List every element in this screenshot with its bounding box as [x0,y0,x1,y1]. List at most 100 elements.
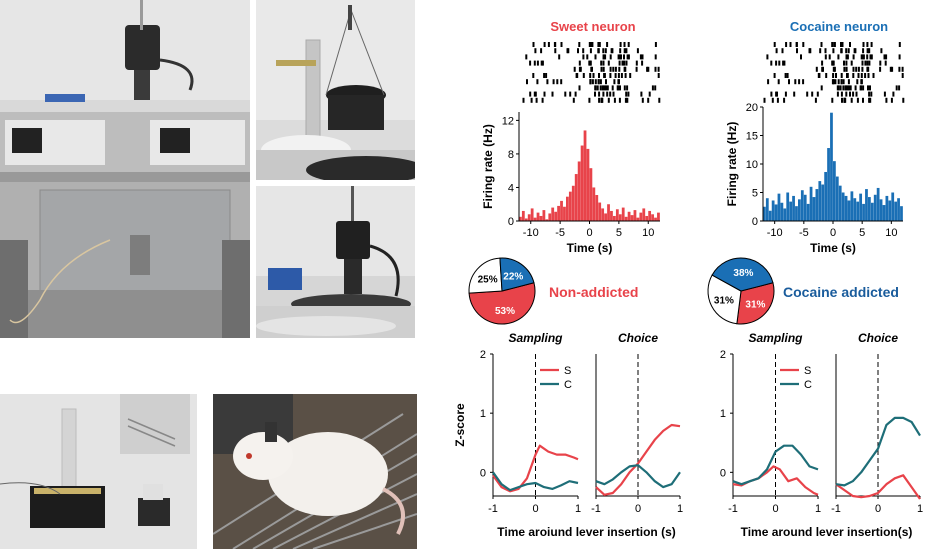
raster-tick [819,48,822,54]
raster-tick [654,54,657,60]
psth-x-tick-label: 0 [830,227,836,239]
zscore-x-tick-label: 1 [677,503,683,515]
raster-tick [855,91,858,97]
psth-bar [771,200,775,221]
raster-tick [814,97,817,103]
raster-tick [788,79,790,85]
raster-tick [641,60,644,66]
raster-tick [852,66,855,72]
raster-tick [870,91,873,97]
raster-tick [612,66,615,72]
psth-y-label: Firing rate (Hz) [725,122,739,207]
psth-bar [610,210,613,221]
raster-tick [840,73,843,78]
psth-bar [789,201,793,221]
psth-bar [630,215,634,221]
raster-tick [845,60,848,66]
raster-tick [654,42,657,47]
raster-tick [824,48,827,54]
raster-tick [657,66,660,72]
raster-tick [603,73,606,78]
psth-bar [521,210,525,221]
raster-tick [546,79,549,85]
raster-tick [861,66,864,72]
raster-tick [536,60,539,66]
raster-tick [890,97,893,103]
psth-bar [812,197,816,221]
raster-tick [879,66,882,72]
raster-tick [589,73,592,78]
psth-bar [818,181,822,221]
psth-bar [824,171,828,221]
raster-tick [606,91,609,97]
raster-tick [860,73,863,78]
raster-tick [850,97,853,103]
raster-tick [828,54,831,60]
zscore-x-tick-label: -1 [831,503,841,515]
psth-bar [627,211,631,221]
raster-tick [566,48,569,54]
psth-bar [821,184,825,221]
raster-tick [529,91,532,97]
raster-tick [596,85,599,91]
psth-bar [536,212,540,221]
raster-tick [837,54,840,60]
psth-bar [879,199,883,221]
raster-tick [614,73,617,78]
raster-tick [605,79,607,85]
sweet-raster [522,42,661,103]
raster-tick [820,42,823,47]
psth-bar [589,168,593,221]
raster-tick [600,60,603,66]
raster-tick [543,73,546,78]
raster-tick [578,85,581,91]
raster-tick [578,42,581,47]
raster-tick [602,48,605,54]
raster-tick [572,97,575,103]
raster-tick [540,60,543,66]
psth-y-tick-label: 10 [746,159,758,171]
raster-tick [627,91,630,97]
raster-tick [842,79,845,85]
raster-tick [784,73,787,78]
raster-tick [866,60,869,66]
psth-bar [657,212,660,221]
raster-tick [526,79,528,85]
zscore-x-tick-label: 1 [575,503,581,515]
psth-bar [636,217,640,221]
raster-tick [625,60,628,66]
psth-bar [580,145,584,221]
zscore-x-tick-label: 0 [875,503,881,515]
psth-bar [548,213,552,221]
raster-tick [808,48,811,54]
raster-tick [591,79,594,85]
psth-x-tick-label: 10 [885,227,897,239]
raster-tick [613,97,616,103]
raster-tick [866,54,869,60]
raster-tick [867,73,870,78]
raster-tick [840,91,843,97]
raster-tick [836,91,839,97]
raster-tick [864,60,867,66]
raster-tick [885,54,888,60]
raster-tick [849,91,851,97]
psth-bar [859,193,863,221]
psth-y-tick-label: 5 [752,188,758,200]
rig-top-photo [0,0,250,338]
raster-tick [783,60,786,66]
psth-bar [551,207,555,221]
psth-x-tick-label: 0 [586,227,592,239]
cocaine-addicted-zscore: Sampling -1 0 1 0 1 2 Choice -1 0 1 SC Time around l… [720,331,923,539]
psth-bar [809,186,813,221]
raster-tick [794,79,797,85]
raster-tick [776,91,778,97]
psth-bar [554,211,558,221]
raster-tick [627,54,630,60]
raster-tick [846,85,849,91]
raster-tick [641,97,644,103]
raster-tick [857,73,860,78]
raster-tick [657,73,660,78]
psth-bar [642,208,646,221]
raster-tick [832,66,835,72]
raster-tick [590,42,593,47]
